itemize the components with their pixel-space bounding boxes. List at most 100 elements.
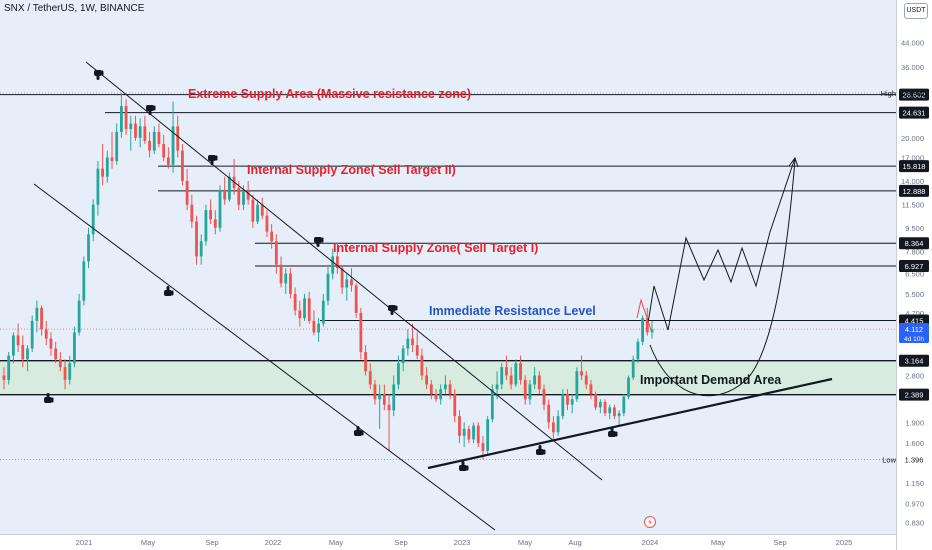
candle-body <box>256 204 259 222</box>
annotation-label: Internal Supply Zone( Sell Target I) <box>333 241 538 255</box>
candle-body <box>335 256 339 269</box>
price-level-badge <box>899 88 929 101</box>
candle-body <box>307 298 311 321</box>
candle-body <box>631 359 635 378</box>
candle-body <box>181 150 184 181</box>
y-tick-label: 7.800 <box>905 248 924 257</box>
candle-body <box>608 407 612 414</box>
candle-body <box>340 268 344 288</box>
candle-body <box>87 234 90 262</box>
candle-body <box>260 204 264 216</box>
annotation-label: Important Demand Area <box>640 373 782 387</box>
candle-body <box>96 168 100 205</box>
candle-body <box>134 123 137 138</box>
annotation-label: Internal Supply Zone( Sell Target II) <box>247 163 456 177</box>
thumbs-up-icon <box>44 393 54 403</box>
thumbs-down-icon <box>314 237 324 247</box>
candle-body <box>195 221 198 257</box>
candle-body <box>509 375 513 385</box>
y-tick-label: 44.000 <box>901 38 924 47</box>
candle-body <box>443 384 447 390</box>
y-tick-label: 5.500 <box>905 290 924 299</box>
candle-body <box>176 126 180 151</box>
thumbs-up-icon <box>459 461 469 471</box>
candle-body <box>326 273 330 301</box>
candle-body <box>542 389 546 405</box>
candle-body <box>227 176 231 200</box>
thumbs-down-icon <box>388 305 398 315</box>
price-level-badge-text: 15.818 <box>903 162 926 171</box>
price-level-badge-text: 6.927 <box>905 262 924 271</box>
y-tick-label: 1.600 <box>905 439 924 448</box>
x-tick-label: 2021 <box>76 538 93 547</box>
candle-body <box>345 279 349 288</box>
candle-body <box>218 189 222 228</box>
candle-body <box>392 384 396 411</box>
x-tick-label: May <box>518 538 532 547</box>
candle-body <box>265 215 269 232</box>
hand-markers <box>44 70 618 471</box>
candle-body <box>462 428 466 436</box>
high-label: High <box>881 89 896 98</box>
ascending-support-line <box>427 377 833 470</box>
y-tick-label: 11.500 <box>902 201 924 210</box>
price-level-badge-text: 12.888 <box>903 187 926 196</box>
candle-body <box>68 363 72 380</box>
candle-body <box>185 180 189 205</box>
candle-body <box>359 312 363 353</box>
candle-body <box>514 363 518 385</box>
candle-body <box>105 157 109 177</box>
candle-body <box>209 210 213 220</box>
x-tick-label: May <box>711 538 725 547</box>
candle-body <box>382 394 386 405</box>
candle-body <box>251 199 255 222</box>
candle-body <box>270 231 274 242</box>
candle-body <box>523 379 527 400</box>
event-lightning-icon <box>644 516 656 528</box>
thumbs-up-icon <box>354 426 364 436</box>
candle-body <box>82 261 86 301</box>
candle-body <box>321 300 325 324</box>
descending-trendline-upper <box>85 61 603 481</box>
candle-body <box>148 140 151 151</box>
candle-body <box>312 320 316 333</box>
y-tick-label: 1.900 <box>905 418 924 427</box>
annotation-label: Extreme Supply Area (Massive resistance … <box>188 87 471 101</box>
candle-body <box>500 367 504 385</box>
candle-body <box>425 375 429 385</box>
candle-body <box>119 106 123 132</box>
y-tick-label: 4.700 <box>905 309 924 318</box>
candle-body <box>35 307 39 321</box>
low-label: Low <box>882 456 896 465</box>
candle-body <box>21 345 25 360</box>
candle-body <box>303 298 306 319</box>
candle-body <box>2 375 6 380</box>
candle-body <box>505 367 508 376</box>
price-level-badge <box>899 237 929 250</box>
candle-body <box>223 189 227 200</box>
candle-body <box>190 204 194 222</box>
candle-body <box>157 131 161 145</box>
y-tick-label: 1.150 <box>905 479 924 488</box>
x-tick-label: Aug <box>568 538 581 547</box>
candle-body <box>641 318 645 342</box>
projection-path <box>647 157 796 331</box>
candle-body <box>26 348 29 360</box>
candle-body <box>537 375 541 390</box>
candle-body <box>613 407 616 417</box>
candle-body <box>91 204 95 235</box>
candle-body <box>293 293 297 311</box>
price-level-badge-text: 2.389 <box>905 391 924 400</box>
candle-body <box>594 394 598 408</box>
candle-body <box>16 335 20 346</box>
time-axis-panel <box>0 534 896 550</box>
low-value: 1.396 <box>905 456 924 465</box>
price-level-badge <box>899 160 929 173</box>
candle-body <box>580 371 583 376</box>
y-tick-label: 2.800 <box>905 371 924 380</box>
quote-currency-badge[interactable]: USDT <box>904 3 928 19</box>
candle-body <box>242 191 245 205</box>
x-tick-label: 2025 <box>836 538 853 547</box>
candle-body <box>364 352 367 372</box>
